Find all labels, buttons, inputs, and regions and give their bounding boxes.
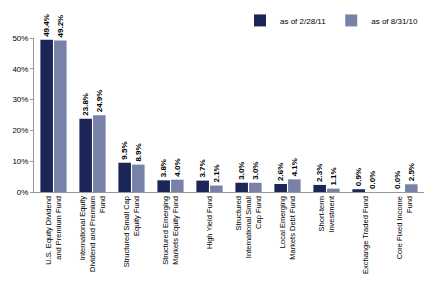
svg-text:0.9%: 0.9% xyxy=(354,168,363,186)
svg-text:30%: 30% xyxy=(12,95,28,104)
svg-text:2.1%: 2.1% xyxy=(212,164,221,182)
svg-text:Core Fixed IncomeFund: Core Fixed IncomeFund xyxy=(395,196,414,259)
svg-text:8.9%: 8.9% xyxy=(134,143,143,161)
svg-text:24.9%: 24.9% xyxy=(95,90,104,113)
svg-text:Short-termInvestment: Short-termInvestment xyxy=(317,195,336,233)
svg-text:0.0%: 0.0% xyxy=(368,171,377,189)
svg-text:49.2%: 49.2% xyxy=(56,15,65,38)
svg-text:Structured Small CapEquity Fun: Structured Small CapEquity Fund xyxy=(122,196,141,267)
svg-text:23.8%: 23.8% xyxy=(81,93,90,116)
svg-text:0%: 0% xyxy=(17,188,29,197)
svg-text:20%: 20% xyxy=(12,126,28,135)
svg-text:High Yield Fund: High Yield Fund xyxy=(205,196,214,249)
svg-text:3.7%: 3.7% xyxy=(198,159,207,177)
svg-text:3.0%: 3.0% xyxy=(251,162,260,180)
svg-text:2.6%: 2.6% xyxy=(276,163,285,181)
svg-text:10%: 10% xyxy=(12,157,28,166)
svg-text:Local EmergingMarkets Debt Fun: Local EmergingMarkets Debt Fund xyxy=(278,196,297,260)
svg-text:3.8%: 3.8% xyxy=(159,159,168,177)
svg-text:9.5%: 9.5% xyxy=(120,142,129,160)
svg-text:as of 2/28/11: as of 2/28/11 xyxy=(280,17,326,26)
svg-text:as of 8/31/10: as of 8/31/10 xyxy=(371,17,418,26)
svg-text:3.0%: 3.0% xyxy=(237,162,246,180)
svg-text:50%: 50% xyxy=(12,34,28,43)
svg-text:StructuredInternational SmallC: StructuredInternational SmallCap Fund xyxy=(234,196,263,258)
svg-text:1.1%: 1.1% xyxy=(329,167,338,185)
svg-text:International EquityDividend a: International EquityDividend and Premium… xyxy=(78,196,107,272)
svg-text:U.S. Equity Dividendand Premiu: U.S. Equity Dividendand Premium Fund xyxy=(44,196,63,265)
svg-text:49.4%: 49.4% xyxy=(42,14,51,37)
svg-text:0.0%: 0.0% xyxy=(393,171,402,189)
svg-text:4.0%: 4.0% xyxy=(173,158,182,176)
svg-text:Structured EmergingMarkets Equ: Structured EmergingMarkets Equity Fund xyxy=(161,196,180,265)
svg-text:4.1%: 4.1% xyxy=(290,158,299,176)
svg-text:2.5%: 2.5% xyxy=(407,163,416,181)
svg-text:2.3%: 2.3% xyxy=(315,164,324,182)
svg-text:Exchange Traded Fund: Exchange Traded Fund xyxy=(361,196,370,274)
svg-text:40%: 40% xyxy=(12,65,28,74)
